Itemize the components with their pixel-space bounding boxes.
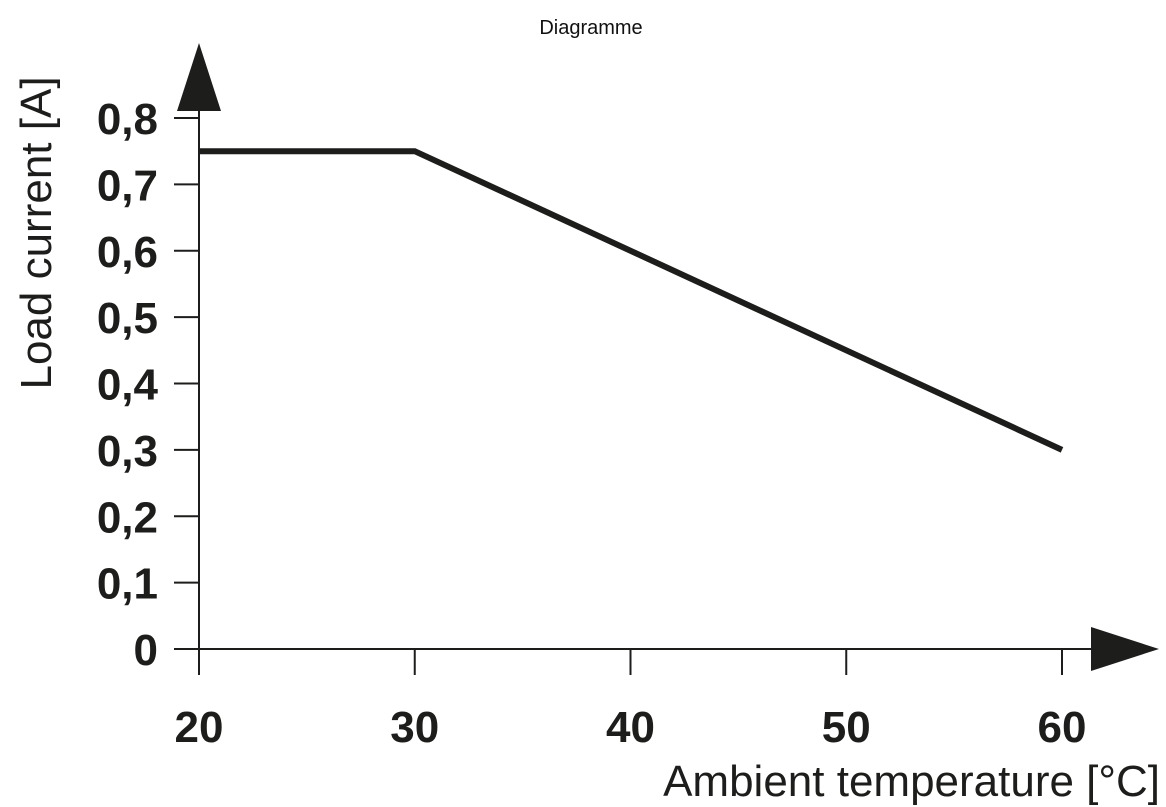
x-tick-label: 40 <box>606 703 655 752</box>
y-tick-label: 0,1 <box>97 560 158 609</box>
y-axis-label: Load current [A] <box>12 76 61 389</box>
y-tick-label: 0,3 <box>97 427 158 476</box>
x-tick-label: 60 <box>1038 703 1087 752</box>
y-tick-label: 0,8 <box>97 95 158 144</box>
y-tick-label: 0 <box>134 626 158 675</box>
chart-title: Diagramme <box>539 17 643 39</box>
x-axis-label: Ambient temperature [°C] <box>663 757 1160 806</box>
y-tick-label: 0,7 <box>97 161 158 210</box>
y-tick-label: 0,5 <box>97 294 158 343</box>
y-tick-label: 0,6 <box>97 228 158 277</box>
x-tick-label: 30 <box>390 703 439 752</box>
y-tick-label: 0,2 <box>97 493 158 542</box>
axis-ticks: 0 0,1 0,2 0,3 0,4 0,5 0,6 0,7 0,8 20 30 40 50 60 <box>97 95 1087 752</box>
y-tick-label: 0,4 <box>97 361 159 410</box>
x-tick-label: 50 <box>822 703 871 752</box>
series-line-0 <box>199 148 1064 453</box>
y-axis-arrow-icon <box>177 43 221 111</box>
data-series <box>199 148 1064 453</box>
x-tick-label: 20 <box>175 703 224 752</box>
x-axis-arrow-icon <box>1091 627 1159 671</box>
